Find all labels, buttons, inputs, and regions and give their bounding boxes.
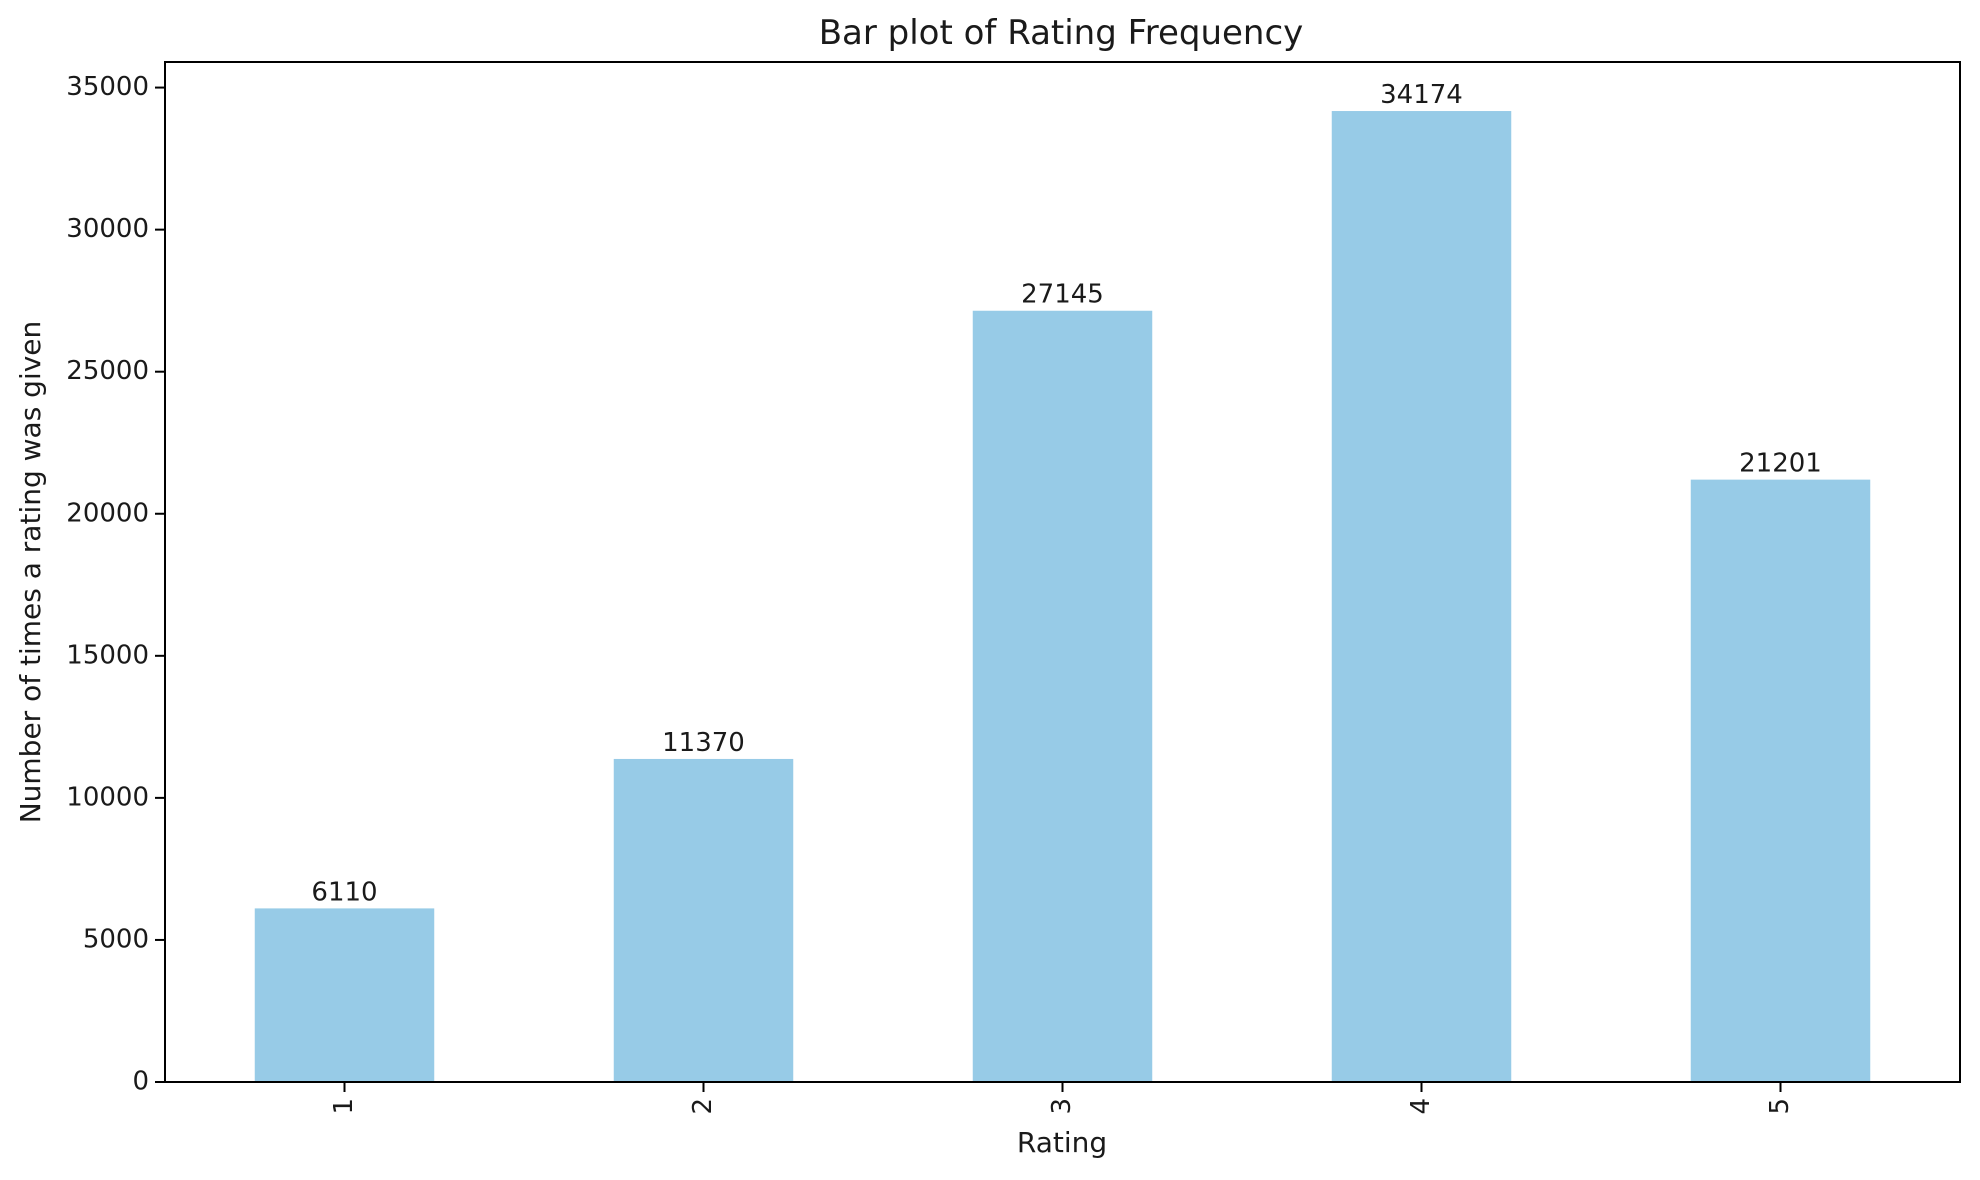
y-tick-label: 35000 — [66, 72, 149, 102]
bars-layer: 6110 11370 27145 34174 21201 — [254, 80, 1871, 1083]
y-tick-label: 5000 — [83, 924, 149, 954]
ticks-layer: 1 2 3 4 5 0 5000 10000 15000 20000 25000 30000 35000 — [66, 72, 1795, 1114]
bar-rating-1 — [254, 908, 435, 1082]
x-tick-label-1: 1 — [329, 1098, 359, 1115]
bar-rating-3 — [972, 310, 1153, 1083]
y-tick-label: 15000 — [66, 640, 149, 670]
y-tick-label: 10000 — [66, 782, 149, 812]
y-tick-label: 30000 — [66, 214, 149, 244]
data-label-rating-5: 21201 — [1739, 449, 1822, 479]
x-tick-label-4: 4 — [1406, 1098, 1436, 1115]
data-label-rating-1: 6110 — [311, 877, 377, 907]
x-tick-label-3: 3 — [1047, 1098, 1077, 1115]
data-label-rating-3: 27145 — [1021, 280, 1104, 310]
x-tick-label-5: 5 — [1765, 1098, 1795, 1115]
y-tick-label: 20000 — [66, 498, 149, 528]
x-axis-label: Rating — [1017, 1126, 1107, 1159]
bar-rating-2 — [613, 758, 794, 1082]
plot-frame — [164, 61, 1961, 1083]
x-tick-label-2: 2 — [688, 1098, 718, 1115]
y-tick-label: 25000 — [66, 356, 149, 386]
y-axis-label: Number of times a rating was given — [14, 321, 47, 824]
data-label-rating-4: 34174 — [1380, 80, 1463, 110]
bar-rating-4 — [1331, 111, 1512, 1082]
bar-rating-5 — [1690, 479, 1871, 1083]
chart-title: Bar plot of Rating Frequency — [819, 13, 1304, 53]
data-label-rating-2: 11370 — [662, 728, 745, 758]
y-tick-label: 0 — [132, 1067, 149, 1097]
